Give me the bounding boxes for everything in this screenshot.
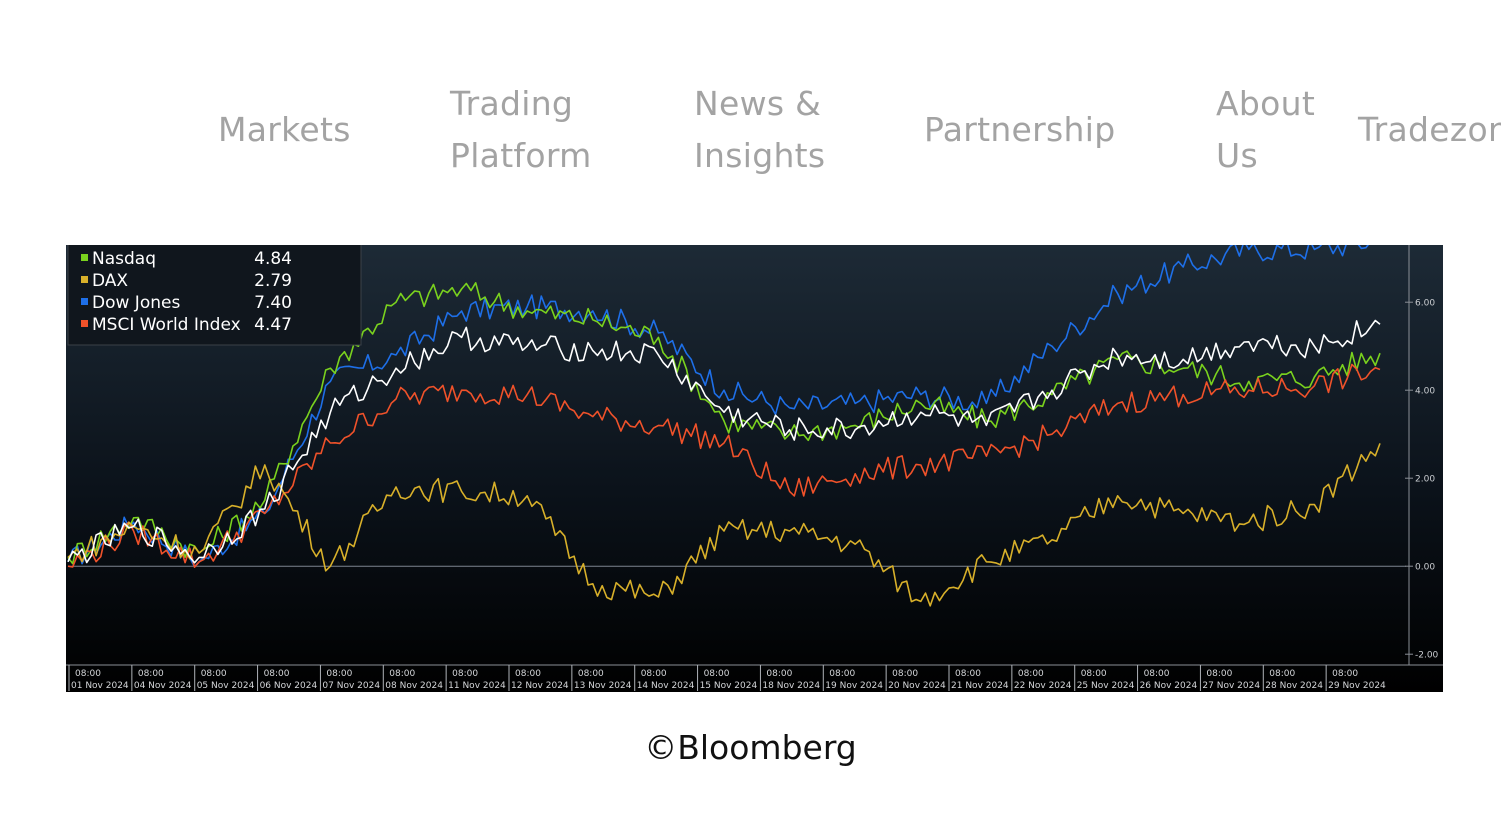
- x-tick-date: 13 Nov 2024: [574, 681, 632, 691]
- x-tick-date: 14 Nov 2024: [637, 681, 695, 691]
- series-line-nasdaq: [67, 282, 1381, 565]
- legend-name: Dow Jones: [92, 293, 180, 313]
- nav-news-line2: Insights: [694, 136, 826, 175]
- x-tick-date: 29 Nov 2024: [1328, 681, 1386, 691]
- x-tick-date: 26 Nov 2024: [1140, 681, 1198, 691]
- nav-about-line2: Us: [1216, 136, 1258, 175]
- x-tick-time: 08:00: [704, 669, 730, 679]
- x-tick-date: 21 Nov 2024: [951, 681, 1009, 691]
- series-line-dax: [67, 443, 1381, 607]
- legend-name: DAX: [92, 271, 128, 291]
- x-tick-date: 28 Nov 2024: [1265, 681, 1323, 691]
- x-tick-time: 08:00: [1269, 669, 1295, 679]
- y-tick-label: 4.00: [1415, 387, 1435, 397]
- x-tick-time: 08:00: [515, 669, 541, 679]
- x-tick-date: 25 Nov 2024: [1077, 681, 1135, 691]
- x-tick-date: 19 Nov 2024: [825, 681, 883, 691]
- nav-trading-line1: Trading: [450, 84, 574, 123]
- y-tick-label: 6.00: [1415, 299, 1435, 309]
- x-tick-time: 08:00: [452, 669, 478, 679]
- x-tick-time: 08:00: [389, 669, 415, 679]
- y-tick-label: 0.00: [1415, 563, 1435, 573]
- nav-trading-platform[interactable]: Trading Platform: [450, 78, 592, 182]
- series-line-msci-world-index: [67, 363, 1381, 568]
- x-tick-date: 05 Nov 2024: [197, 681, 255, 691]
- nav-partnership[interactable]: Partnership: [924, 110, 1116, 149]
- line-chart: 6.00 4.00 2.00 0.00 -2.00 08:00 01 Nov 2024 08…: [66, 245, 1443, 692]
- nav-about-line1: About: [1216, 84, 1316, 123]
- nav-tradezone[interactable]: Tradezone: [1358, 110, 1501, 149]
- x-tick-date: 15 Nov 2024: [700, 681, 758, 691]
- nav-news-line1: News &: [694, 84, 822, 123]
- series-line-dow-jones: [67, 245, 1370, 568]
- legend-swatch: [81, 254, 88, 261]
- x-tick-time: 08:00: [578, 669, 604, 679]
- y-tick-label: -2.00: [1415, 651, 1439, 661]
- legend: Nasdaq 4.84 DAX 2.79 Dow Jones 7.40 MSCI World…: [67, 245, 362, 346]
- x-tick-time: 08:00: [892, 669, 918, 679]
- x-tick-time: 08:00: [1081, 669, 1107, 679]
- x-tick-date: 07 Nov 2024: [322, 681, 380, 691]
- x-tick-time: 08:00: [201, 669, 227, 679]
- x-tick-date: 27 Nov 2024: [1202, 681, 1260, 691]
- x-tick-date: 11 Nov 2024: [448, 681, 506, 691]
- legend-swatch: [81, 320, 88, 327]
- x-tick-date: 08 Nov 2024: [385, 681, 443, 691]
- image-credit: ©Bloomberg: [644, 728, 857, 767]
- x-tick-date: 22 Nov 2024: [1014, 681, 1072, 691]
- x-tick-time: 08:00: [326, 669, 352, 679]
- legend-value: 4.47: [254, 315, 292, 335]
- series-line-unlabeled: [67, 319, 1381, 564]
- legend-value: 4.84: [254, 249, 292, 269]
- x-tick-date: 20 Nov 2024: [888, 681, 946, 691]
- x-tick-time: 08:00: [766, 669, 792, 679]
- nav-trading-line2: Platform: [450, 136, 592, 175]
- legend-box: [67, 245, 362, 346]
- x-tick-date: 18 Nov 2024: [762, 681, 820, 691]
- nav-news-insights[interactable]: News & Insights: [694, 78, 825, 182]
- x-tick-date: 01 Nov 2024: [71, 681, 129, 691]
- x-tick-time: 08:00: [1144, 669, 1170, 679]
- nav-about-us[interactable]: About Us: [1216, 78, 1315, 182]
- top-navigation: Markets Trading Platform News & Insights…: [0, 0, 1501, 245]
- legend-value: 7.40: [254, 293, 292, 313]
- x-tick-time: 08:00: [1206, 669, 1232, 679]
- bloomberg-chart-image: 6.00 4.00 2.00 0.00 -2.00 08:00 01 Nov 2024 08…: [66, 245, 1443, 692]
- nav-markets[interactable]: Markets: [218, 110, 351, 149]
- x-tick-time: 08:00: [264, 669, 290, 679]
- legend-name: MSCI World Index: [92, 315, 241, 335]
- x-tick-time: 08:00: [955, 669, 981, 679]
- x-tick-time: 08:00: [138, 669, 164, 679]
- y-tick-label: 2.00: [1415, 475, 1435, 485]
- legend-swatch: [81, 298, 88, 305]
- x-tick-time: 08:00: [75, 669, 101, 679]
- legend-value: 2.79: [254, 271, 292, 291]
- legend-swatch: [81, 276, 88, 283]
- x-tick-time: 08:00: [641, 669, 667, 679]
- x-tick-date: 06 Nov 2024: [260, 681, 318, 691]
- legend-name: Nasdaq: [92, 249, 156, 269]
- x-tick-time: 08:00: [1332, 669, 1358, 679]
- x-tick-date: 04 Nov 2024: [134, 681, 192, 691]
- x-tick-time: 08:00: [1018, 669, 1044, 679]
- x-tick-time: 08:00: [829, 669, 855, 679]
- x-tick-date: 12 Nov 2024: [511, 681, 569, 691]
